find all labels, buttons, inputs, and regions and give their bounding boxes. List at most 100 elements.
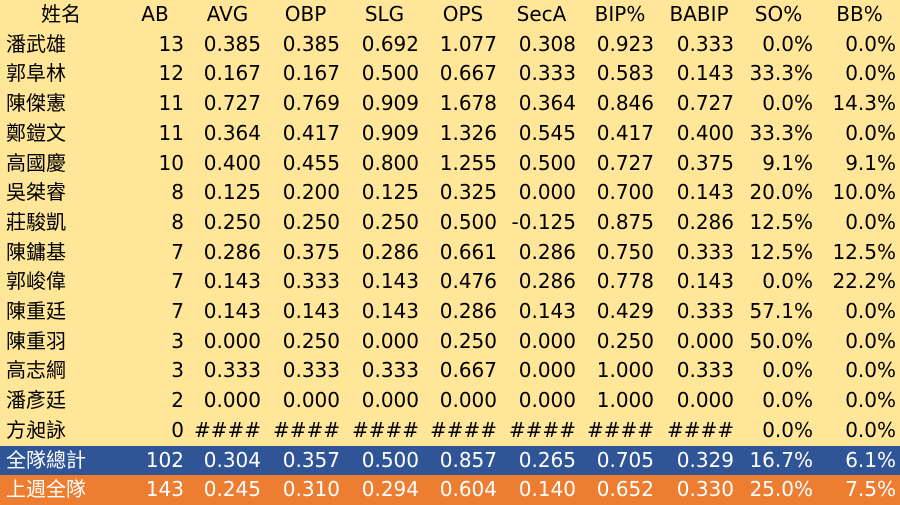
stat-cell: 0.0% <box>845 388 896 413</box>
stat-cell: 0.250 <box>439 328 497 353</box>
stat-cell: 0.000 <box>203 328 261 353</box>
stat-cell: 0.364 <box>203 120 261 145</box>
name-cell: 陳傑憲 <box>6 91 66 116</box>
player-row: 鄭鎧文 11 0.364 0.417 0.909 1.326 0.545 0.417 0.400… <box>0 119 900 149</box>
stat-cell: 0.125 <box>203 180 261 205</box>
stat-cell: #### <box>508 417 576 442</box>
stat-cell: 13 <box>158 31 184 56</box>
stat-cell: 0.0% <box>845 31 896 56</box>
stat-cell: 0.923 <box>596 31 654 56</box>
stat-cell: 8 <box>171 180 184 205</box>
stat-cell: 0.143 <box>361 299 419 324</box>
name-cell: 全隊總計 <box>6 447 86 472</box>
stat-cell: 0.143 <box>676 180 734 205</box>
name-cell: 陳重羽 <box>6 328 66 353</box>
player-row: 郭峻偉 7 0.143 0.333 0.143 0.476 0.286 0.778 0.143 0… <box>0 267 900 297</box>
stat-cell: 16.7% <box>749 447 813 472</box>
stat-cell: 0.667 <box>439 61 497 86</box>
stat-cell: 20.0% <box>749 180 813 205</box>
stat-cell: 0.400 <box>676 120 734 145</box>
stat-cell: OBP <box>284 2 327 26</box>
player-row: 莊駿凱 8 0.250 0.250 0.250 0.500 -0.125 0.875 0.286… <box>0 208 900 238</box>
stat-cell: SO% <box>754 2 803 26</box>
stat-cell: 1.077 <box>439 31 497 56</box>
stat-cell: 1.326 <box>439 120 497 145</box>
header-row: 姓名 AB AVG OBP SLG OPS SecA BIP% BABIP SO% BB% <box>0 0 900 30</box>
stat-cell: 0.333 <box>282 269 340 294</box>
stat-cell: 0.400 <box>203 150 261 175</box>
stat-cell: SLG <box>364 2 405 26</box>
name-cell: 高志綱 <box>6 358 66 383</box>
stat-cell: 0.143 <box>203 269 261 294</box>
stat-cell: 0.330 <box>676 477 734 502</box>
stat-cell: 1.000 <box>596 388 654 413</box>
stat-cell: 0.304 <box>203 447 261 472</box>
stat-cell: 0.000 <box>518 180 576 205</box>
name-cell: 吳桀睿 <box>6 180 66 205</box>
name-cell: 陳重廷 <box>6 299 66 324</box>
stat-cell: 0.000 <box>518 328 576 353</box>
stat-cell: 143 <box>145 477 184 502</box>
stat-cell: 0.476 <box>439 269 497 294</box>
stat-cell: 0.333 <box>203 358 261 383</box>
stat-cell: #### <box>429 417 497 442</box>
stat-cell: 10.0% <box>832 180 896 205</box>
stat-cell: 3 <box>171 358 184 383</box>
stat-cell: 33.3% <box>749 61 813 86</box>
stat-cell: 0.286 <box>518 269 576 294</box>
stat-cell: 0.000 <box>439 388 497 413</box>
stat-cell: 0.000 <box>361 388 419 413</box>
stat-cell: 0.0% <box>845 209 896 234</box>
stat-cell: 12.5% <box>832 239 896 264</box>
stat-cell: 10 <box>158 150 184 175</box>
stat-cell: 0.583 <box>596 61 654 86</box>
stat-cell: 0.500 <box>439 209 497 234</box>
stat-cell: 0.329 <box>676 447 734 472</box>
stat-cell: 0.286 <box>676 209 734 234</box>
stat-cell: 0.692 <box>361 31 419 56</box>
stat-cell: 0.140 <box>518 477 576 502</box>
stat-cell: 0.143 <box>361 269 419 294</box>
player-row: 潘武雄 13 0.385 0.385 0.692 1.077 0.308 0.923 0.333… <box>0 30 900 60</box>
name-cell: 方昶詠 <box>6 417 66 442</box>
stat-cell: 7 <box>171 299 184 324</box>
stat-cell: 0.364 <box>518 91 576 116</box>
stat-cell: 0.167 <box>282 61 340 86</box>
stat-cell: 0.333 <box>676 239 734 264</box>
team-total-row: 全隊總計 102 0.304 0.357 0.500 0.857 0.265 0.705 0.3… <box>0 445 900 476</box>
stat-cell: 3 <box>171 328 184 353</box>
stat-cell: 0.0% <box>845 299 896 324</box>
stat-cell: 50.0% <box>749 328 813 353</box>
stat-cell: 0.143 <box>203 299 261 324</box>
stat-cell: 0.385 <box>203 31 261 56</box>
stat-cell: 0.000 <box>282 388 340 413</box>
stat-cell: 0.333 <box>518 61 576 86</box>
stat-cell: 0.857 <box>439 447 497 472</box>
stat-cell: 0.545 <box>518 120 576 145</box>
stat-cell: 0.846 <box>596 91 654 116</box>
player-row: 吳桀睿 8 0.125 0.200 0.125 0.325 0.000 0.700 0.143 2… <box>0 178 900 208</box>
stat-cell: 0.0% <box>762 358 813 383</box>
stat-cell: 0.0% <box>845 120 896 145</box>
stat-cell: 0.143 <box>676 61 734 86</box>
stat-cell: BIP% <box>594 2 646 26</box>
stat-cell: 0.125 <box>361 180 419 205</box>
stat-cell: 102 <box>145 447 184 472</box>
stat-cell: 0.333 <box>282 358 340 383</box>
stat-cell: 0.705 <box>596 447 654 472</box>
stat-cell: 0.500 <box>518 150 576 175</box>
player-row: 陳重廷 7 0.143 0.143 0.143 0.286 0.143 0.429 0.333 5… <box>0 297 900 327</box>
stat-cell: 0.286 <box>518 239 576 264</box>
stat-cell: 0.333 <box>361 358 419 383</box>
stat-cell: 11 <box>158 91 184 116</box>
stat-cell: BB% <box>836 2 883 26</box>
last-week-row: 上週全隊 143 0.245 0.310 0.294 0.604 0.140 0.652 0.3… <box>0 475 900 505</box>
stat-cell: #### <box>666 417 734 442</box>
stat-cell: 0.333 <box>676 299 734 324</box>
stat-cell: 0.727 <box>676 91 734 116</box>
stat-cell: 0.250 <box>282 209 340 234</box>
stat-cell: 0.000 <box>518 388 576 413</box>
stat-cell: 57.1% <box>749 299 813 324</box>
stat-cell: 0.0% <box>762 388 813 413</box>
